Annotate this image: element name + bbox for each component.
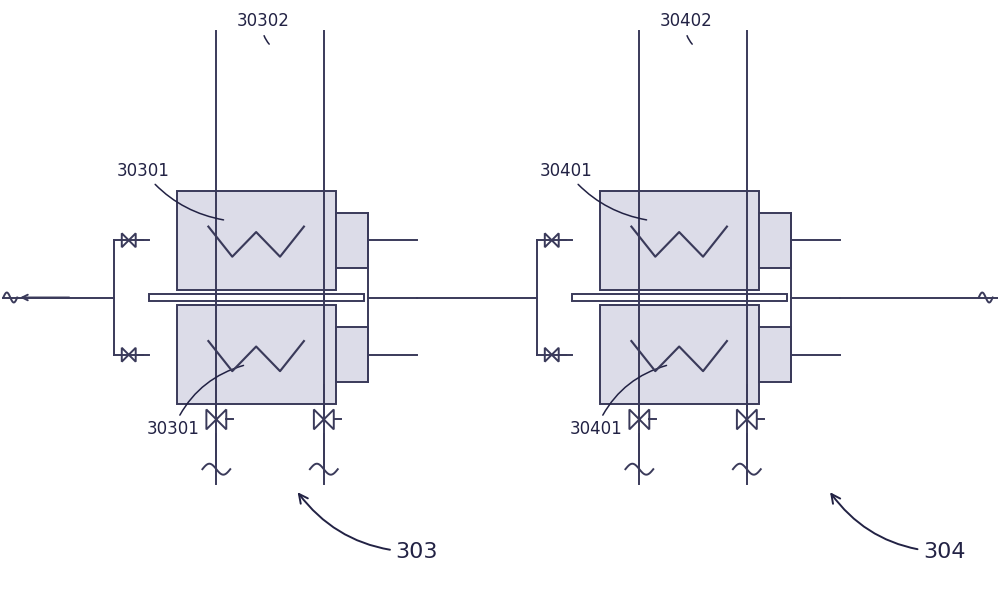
Text: 304: 304 <box>831 494 966 562</box>
Text: 303: 303 <box>299 494 438 562</box>
Text: 30301: 30301 <box>147 365 244 439</box>
Bar <box>149 294 364 301</box>
Text: 30402: 30402 <box>659 12 712 44</box>
Bar <box>572 294 787 301</box>
Bar <box>336 327 368 382</box>
Bar <box>759 213 791 268</box>
Text: 30301: 30301 <box>117 162 224 220</box>
Text: 30401: 30401 <box>570 365 667 439</box>
Text: 30302: 30302 <box>236 12 289 44</box>
Bar <box>177 305 336 405</box>
Bar <box>177 190 336 290</box>
Bar <box>759 327 791 382</box>
Bar <box>336 213 368 268</box>
Bar <box>600 305 759 405</box>
Text: 30401: 30401 <box>540 162 647 220</box>
Bar <box>600 190 759 290</box>
